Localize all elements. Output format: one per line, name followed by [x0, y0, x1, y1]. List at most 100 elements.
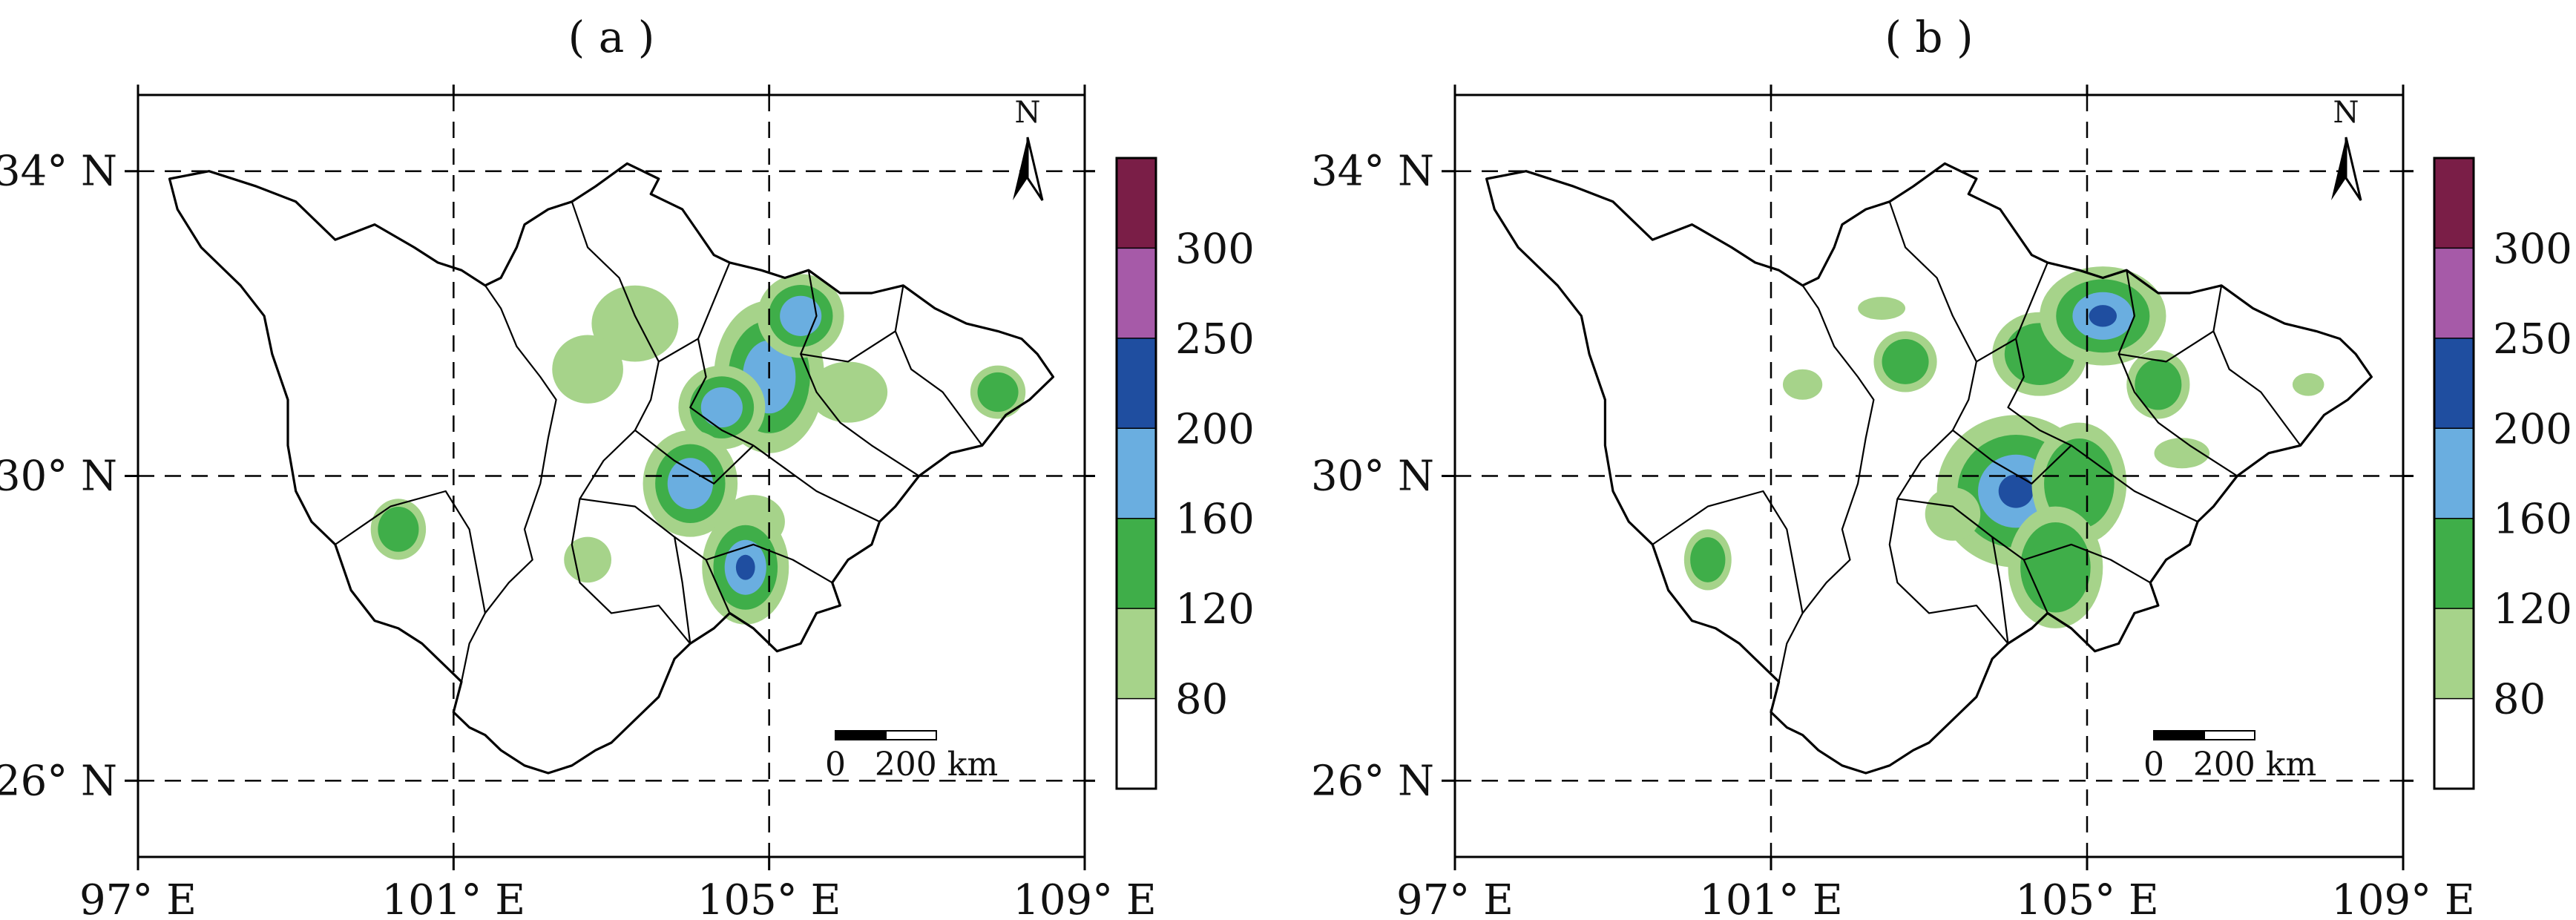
prefecture-boundary	[894, 285, 983, 447]
scale-bar-start-label: 0	[825, 746, 846, 783]
rainfall-contour-level-80	[1925, 487, 1981, 541]
panel-label: ( a )	[568, 12, 655, 62]
map-panel-a: ( a ) 97° E 101° E 105° E 109° E 34° N 30° N 26…	[0, 12, 1255, 920]
rainfall-contour-level-120	[378, 506, 419, 552]
legend-swatch	[1117, 338, 1156, 429]
legend-frame	[1115, 157, 1157, 790]
legend-swatch	[1117, 158, 1156, 249]
y-tick-label: 26° N	[1311, 757, 1434, 805]
legend-level-label: 200	[2493, 405, 2572, 453]
prefecture-boundary	[2212, 285, 2301, 447]
rainfall-contour-level-80	[2292, 372, 2324, 396]
rainfall-contour-level-200	[2089, 305, 2117, 327]
legend-level-label: 250	[2493, 315, 2572, 364]
legend-level-label: 250	[1175, 315, 1255, 364]
rainfall-contour-level-120	[2020, 522, 2091, 613]
scale-bar-start-label: 0	[2143, 746, 2164, 783]
rainfall-contour-level-80	[564, 536, 611, 583]
legend-swatch	[1117, 608, 1156, 699]
legend-colorbar: 80 120 160 200 250 300	[2433, 157, 2572, 790]
legend-level-label: 300	[1175, 225, 1255, 273]
x-tick-label: 109° E	[1013, 876, 1157, 920]
legend-swatch	[2434, 608, 2474, 699]
legend-level-label: 200	[1175, 405, 1255, 453]
rainfall-contour-level-80	[1858, 297, 1906, 320]
rainfall-contour-level-160	[667, 458, 713, 510]
rainfall-contour-level-80	[1782, 369, 1823, 400]
prefecture-boundary	[1991, 536, 2009, 644]
legend-swatch	[2434, 248, 2474, 338]
rainfall-contour-level-200	[735, 554, 755, 580]
prefecture-boundary	[1652, 490, 1804, 614]
prefecture-boundary	[2117, 270, 2238, 477]
legend-level-label: 80	[1175, 676, 1228, 724]
panel-label: ( b )	[1885, 12, 1973, 62]
prefecture-boundary	[801, 330, 896, 363]
province-boundary	[168, 162, 1055, 775]
y-tick-label: 34° N	[0, 148, 117, 196]
x-tick-label: 101° E	[382, 876, 526, 920]
rainfall-contour-level-120	[2135, 359, 2182, 410]
legend-swatch	[1117, 428, 1156, 519]
map-panel-b: ( b ) 97° E 101° E 105° E 109° E 34° N 30° N 26…	[1311, 12, 2572, 920]
prefecture-boundary	[634, 430, 755, 484]
prefecture-boundary	[2007, 262, 2198, 523]
prefecture-boundary	[1976, 338, 2017, 363]
prefecture-boundary	[1952, 430, 2072, 484]
rainfall-contours	[370, 274, 1026, 625]
x-tick-label: 105° E	[2015, 876, 2159, 920]
y-tick-label: 26° N	[0, 757, 117, 805]
rainfall-contour-level-80	[808, 361, 888, 423]
prefecture-boundary	[335, 490, 486, 614]
rainfall-contour-level-120	[1882, 339, 1929, 384]
prefecture-boundary	[1778, 285, 1875, 683]
x-tick-label: 97° E	[1396, 876, 1514, 920]
legend-level-label: 160	[1175, 496, 1255, 544]
x-tick-label: 105° E	[697, 876, 841, 920]
legend-frame	[2433, 157, 2475, 790]
rainfall-contour-level-120	[2044, 438, 2115, 529]
legend-level-label: 80	[2493, 676, 2546, 724]
rainfall-contour-level-80	[2154, 438, 2210, 469]
x-tick-label: 109° E	[2331, 876, 2475, 920]
x-tick-label: 97° E	[79, 876, 197, 920]
y-tick-label: 30° N	[0, 453, 117, 501]
north-label: N	[1015, 96, 1041, 130]
prefecture-boundary	[571, 201, 691, 645]
north-label: N	[2333, 96, 2359, 130]
north-arrow-icon: N	[2331, 96, 2362, 201]
legend-swatch	[1117, 248, 1156, 338]
prefecture-boundary	[689, 262, 880, 523]
legend-swatch	[1117, 518, 1156, 609]
scale-bar: 0 200 km	[825, 730, 998, 783]
rainfall-contour-level-200	[1998, 474, 2034, 508]
prefecture-boundary	[706, 543, 833, 584]
prefecture-boundary	[1888, 201, 2009, 645]
rainfall-contour-level-120	[977, 372, 1019, 413]
rainfall-contour-level-160	[780, 295, 822, 336]
rainfall-contour-level-80	[591, 285, 679, 362]
prefecture-boundary	[460, 285, 557, 683]
rainfall-contour-level-80	[552, 335, 623, 404]
legend-level-label: 300	[2493, 225, 2572, 273]
rainfall-contours	[1683, 266, 2324, 628]
prefecture-boundary	[658, 338, 699, 363]
legend-colorbar: 80 120 160 200 250 300	[1115, 157, 1255, 790]
scale-bar: 0 200 km	[2143, 730, 2316, 783]
rainfall-contour-level-120	[1690, 537, 1726, 582]
prefecture-boundary	[674, 536, 691, 644]
prefecture-boundary	[2023, 543, 2151, 584]
prefecture-boundary	[800, 270, 920, 477]
scale-bar-end-label: 200 km	[875, 746, 998, 783]
legend-level-label: 160	[2493, 496, 2572, 544]
province-boundary	[1485, 162, 2373, 775]
legend-level-label: 120	[1175, 585, 1255, 634]
x-tick-label: 101° E	[1699, 876, 1843, 920]
prefecture-boundary	[2118, 330, 2214, 363]
legend-swatch	[2434, 428, 2474, 519]
legend-level-label: 120	[2493, 585, 2572, 634]
y-tick-label: 30° N	[1311, 453, 1434, 501]
legend-swatch	[2434, 698, 2474, 789]
legend-swatch	[2434, 338, 2474, 429]
